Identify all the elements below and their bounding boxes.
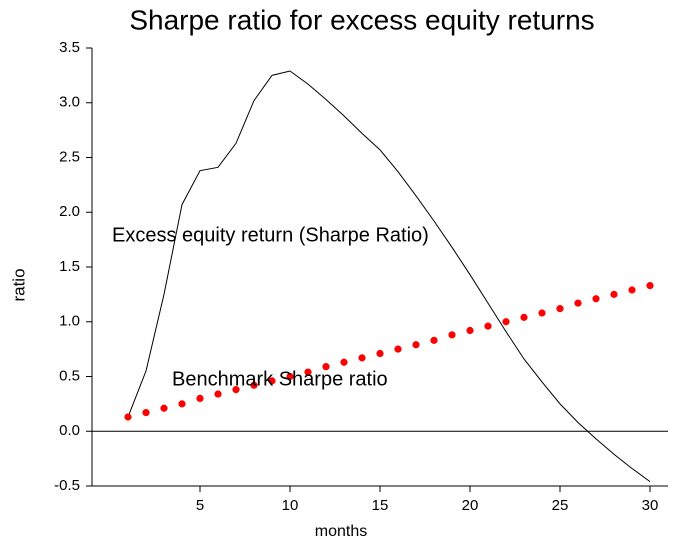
y-tick-label: 0.0 [59,422,80,439]
data-point [394,345,402,353]
data-point [502,318,510,326]
data-point [610,290,618,298]
y-tick-label: 1.5 [59,258,80,275]
data-point [286,372,294,381]
data-point [538,309,546,317]
x-tick-label: 30 [642,497,659,514]
data-point [160,404,168,412]
data-point [466,326,474,335]
y-tick-label: 0.5 [59,367,80,384]
data-point [358,354,366,362]
series-line [127,70,651,483]
series-label: Benchmark Sharpe ratio [172,368,388,390]
data-point [520,313,528,321]
x-tick-label: 5 [196,497,204,514]
y-tick-label: 3.0 [59,94,80,111]
data-point [124,413,132,421]
x-axis-label: months [315,523,367,540]
data-point [322,363,330,371]
data-point [646,282,654,290]
data-point [484,322,492,330]
y-tick-label: 3.5 [59,39,80,56]
data-point [412,341,420,349]
data-point [268,377,276,385]
data-point [250,381,258,389]
data-point [574,299,582,307]
data-point [196,394,204,402]
data-point [232,386,240,394]
y-axis-label: ratio [9,268,28,301]
data-point [628,286,636,294]
data-point [178,400,186,408]
y-tick-label: -0.5 [54,477,80,494]
data-point [142,409,150,417]
data-point [340,358,348,366]
x-tick-label: 15 [372,497,389,514]
data-point [214,390,222,398]
y-tick-label: 2.5 [59,148,80,165]
data-point [376,349,384,358]
series-label: Excess equity return (Sharpe Ratio) [112,224,429,246]
x-tick-label: 10 [282,497,299,514]
x-tick-label: 20 [462,497,479,514]
chart-title: Sharpe ratio for excess equity returns [129,4,594,35]
data-point [430,336,438,344]
y-tick-label: 1.0 [59,313,80,330]
y-tick-label: 2.0 [59,203,80,220]
x-tick-label: 25 [552,497,569,514]
data-point [304,368,312,376]
data-point [556,305,564,313]
data-point [592,295,600,303]
data-point [448,331,456,339]
